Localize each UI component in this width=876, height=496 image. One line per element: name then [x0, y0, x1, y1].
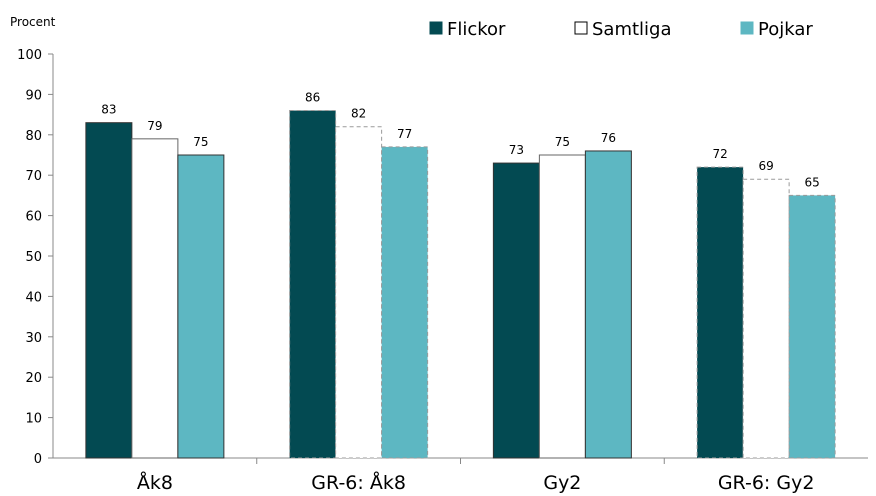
legend-label-flickor: Flickor	[447, 19, 506, 40]
y-tick-label: 100	[17, 48, 42, 63]
bar-samtliga	[538, 154, 586, 459]
bar-pojkar	[788, 194, 836, 459]
legend-swatch-samtliga	[574, 21, 588, 35]
y-tick-label: 80	[25, 129, 42, 144]
data-label: 79	[147, 119, 162, 133]
legend-swatch-pojkar	[740, 21, 754, 35]
bar-samtliga	[131, 138, 179, 459]
x-category-label: GR-6: Åk8	[311, 471, 406, 494]
y-tick-label: 90	[25, 88, 42, 103]
data-label: 72	[712, 147, 727, 161]
data-label: 83	[101, 103, 116, 117]
y-tick-label: 30	[25, 331, 42, 346]
legend-label-pojkar: Pojkar	[758, 19, 813, 40]
bar-pojkar	[177, 154, 225, 459]
bar-flickor	[696, 166, 744, 459]
bar-flickor	[289, 110, 337, 459]
y-tick-label: 60	[25, 210, 42, 225]
data-label: 75	[193, 135, 208, 149]
data-label: 76	[601, 131, 616, 145]
legend-label-samtliga: Samtliga	[592, 19, 672, 40]
legend-swatch-flickor	[429, 21, 443, 35]
x-category-label: Åk8	[137, 471, 173, 494]
data-label: 86	[305, 91, 320, 105]
x-category-label: Gy2	[543, 472, 581, 494]
y-tick-label: 50	[25, 250, 42, 265]
data-label: 77	[397, 127, 412, 141]
data-label: 75	[555, 135, 570, 149]
x-category-label: GR-6: Gy2	[718, 472, 815, 494]
bar-pojkar	[584, 150, 632, 459]
y-tick-label: 70	[25, 169, 42, 184]
bar-flickor	[85, 122, 133, 459]
y-tick-label: 20	[25, 371, 42, 386]
y-tick-label: 10	[25, 412, 42, 427]
bar-pojkar	[381, 146, 429, 459]
data-label: 69	[758, 159, 773, 173]
data-label: 65	[804, 175, 819, 189]
y-tick-label: 40	[25, 290, 42, 305]
data-label: 73	[509, 143, 524, 157]
bar-samtliga	[742, 178, 790, 459]
y-axis-label: Procent	[10, 15, 56, 29]
bar-flickor	[492, 162, 540, 459]
bar-samtliga	[335, 126, 383, 459]
data-label: 82	[351, 107, 366, 121]
y-tick-label: 0	[34, 452, 42, 467]
